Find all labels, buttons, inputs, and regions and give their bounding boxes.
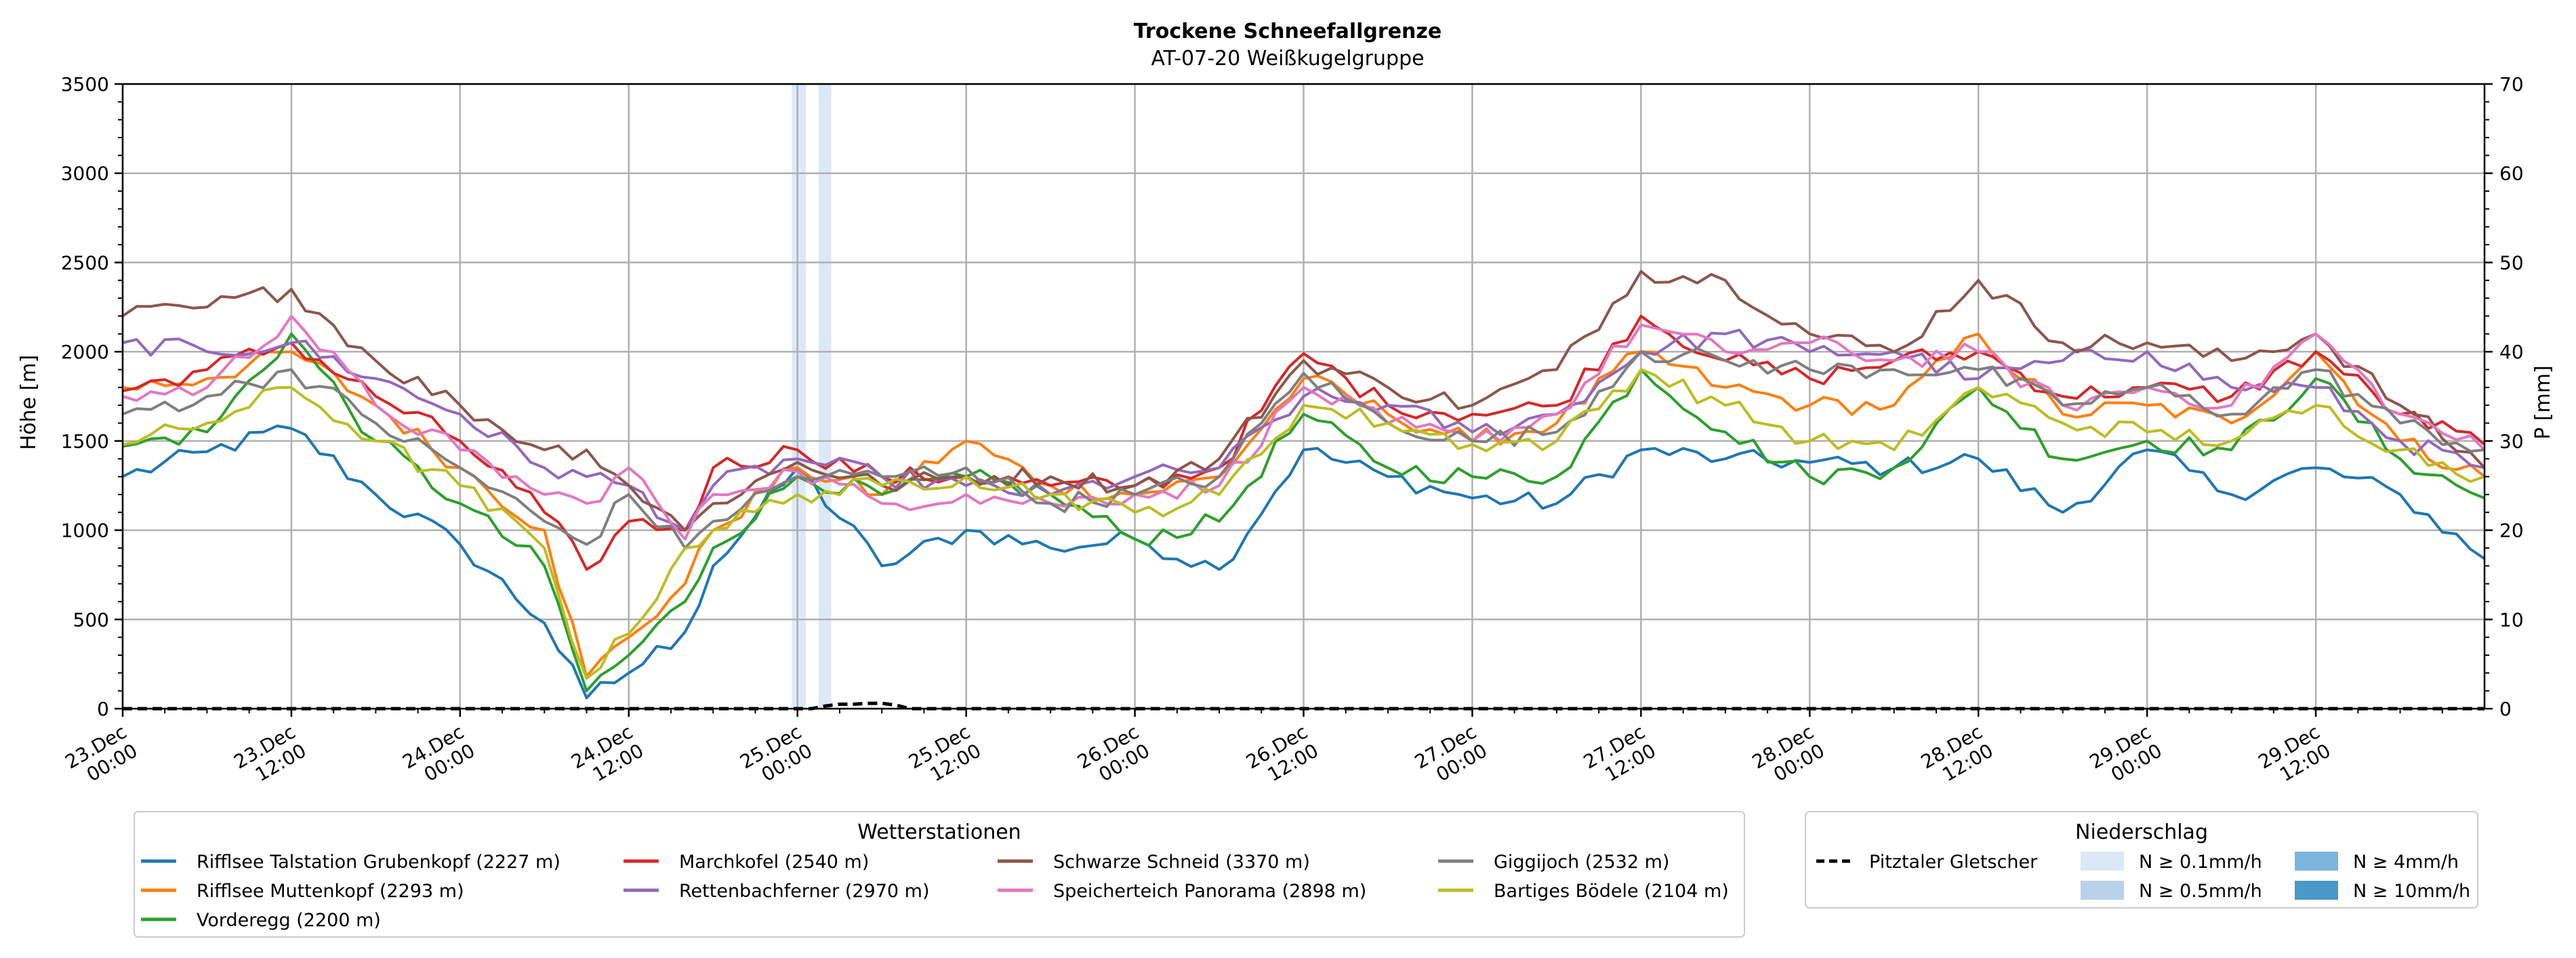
series-line-2 [122,332,2485,692]
legend-precip-class-label-0: N ≥ 0.1mm/h [2139,852,2262,873]
series-line-1 [122,332,2486,678]
legend-label-7: Giggijoch (2532 m) [1494,852,1669,873]
y2-tick-label: 20 [2499,520,2524,542]
legend-precip-class-swatch-0 [2081,852,2124,871]
precip-shading [792,84,832,709]
series-line-4 [122,329,2485,532]
legend-label-1: Rifflsee Muttenkopf (2293 m) [197,881,464,902]
legend-label-5: Schwarze Schneid (3370 m) [1053,852,1310,873]
y-tick-label: 3500 [61,73,109,96]
legend-precip-line-label: Pitztaler Gletscher [1869,852,2038,873]
precip-shade-1 [818,84,832,709]
y-tick-label: 1000 [61,520,109,542]
legend-precip-class-swatch-1 [2081,881,2124,900]
legend-precip-class-swatch-3 [2295,881,2338,900]
series-line-8 [122,368,2485,680]
precip-line [123,701,2485,711]
y2-tick-label: 0 [2499,698,2512,720]
legend-precip-class-label-2: N ≥ 4mm/h [2353,852,2459,873]
series-line-5 [121,270,2486,532]
y-tick-label: 0 [97,698,109,720]
chart-subtitle: AT-07-20 Weißkugelgruppe [1151,47,1424,70]
legend-label-4: Rettenbachferner (2970 m) [679,881,930,902]
series-lines [121,270,2486,700]
series-line-3 [122,314,2486,571]
y-tick-label: 500 [73,608,109,631]
y2-tick-label: 50 [2499,251,2524,274]
y2-axis-label: P [mm] [2531,365,2555,439]
series-line-0 [122,424,2486,700]
legend-label-0: Rifflsee Talstation Grubenkopf (2227 m) [197,852,560,873]
legend-label-8: Bartiges Bödele (2104 m) [1494,881,1729,902]
y2-tick-label: 10 [2499,608,2524,631]
precip-series-line [123,701,2485,711]
legend-precipitation: Niederschlag Pitztaler Gletscher N ≥ 0.1… [1805,811,2478,909]
y-tick-label: 2000 [61,341,109,363]
legend-label-2: Vorderegg (2200 m) [197,910,381,931]
y-ticks: 0 500 1000 1500 2000 2500 3000 3500 [61,73,123,720]
legend-precip-class-swatch-2 [2295,852,2338,871]
series-line-6 [122,314,2486,541]
legend-stations: Wetterstationen Rifflsee Talstation Grub… [134,811,1745,938]
legend-stations-title: Wetterstationen [857,820,1021,844]
legend-precip-title: Niederschlag [2075,820,2208,844]
legend-precip-class-label-3: N ≥ 10mm/h [2353,881,2470,902]
y-tick-label: 3000 [61,163,109,185]
y2-tick-label: 70 [2499,73,2524,96]
legend-precip-class-label-1: N ≥ 0.5mm/h [2139,881,2262,902]
y2-ticks: 0 10 20 30 40 50 60 70 [2485,73,2524,720]
y2-tick-label: 30 [2499,430,2524,453]
legend-label-6: Speicherteich Panorama (2898 m) [1053,881,1366,902]
y2-tick-label: 40 [2499,341,2524,363]
y2-tick-label: 60 [2499,163,2524,185]
y-axis-label: Höhe [m] [17,355,41,451]
chart-title: Trockene Schneefallgrenze [1134,20,1442,43]
y-tick-label: 1500 [61,430,109,453]
precip-shade-0 [792,84,806,709]
series-line-7 [122,347,2485,549]
legend-label-3: Marchkofel (2540 m) [679,852,869,873]
y-tick-label: 2500 [61,251,109,274]
